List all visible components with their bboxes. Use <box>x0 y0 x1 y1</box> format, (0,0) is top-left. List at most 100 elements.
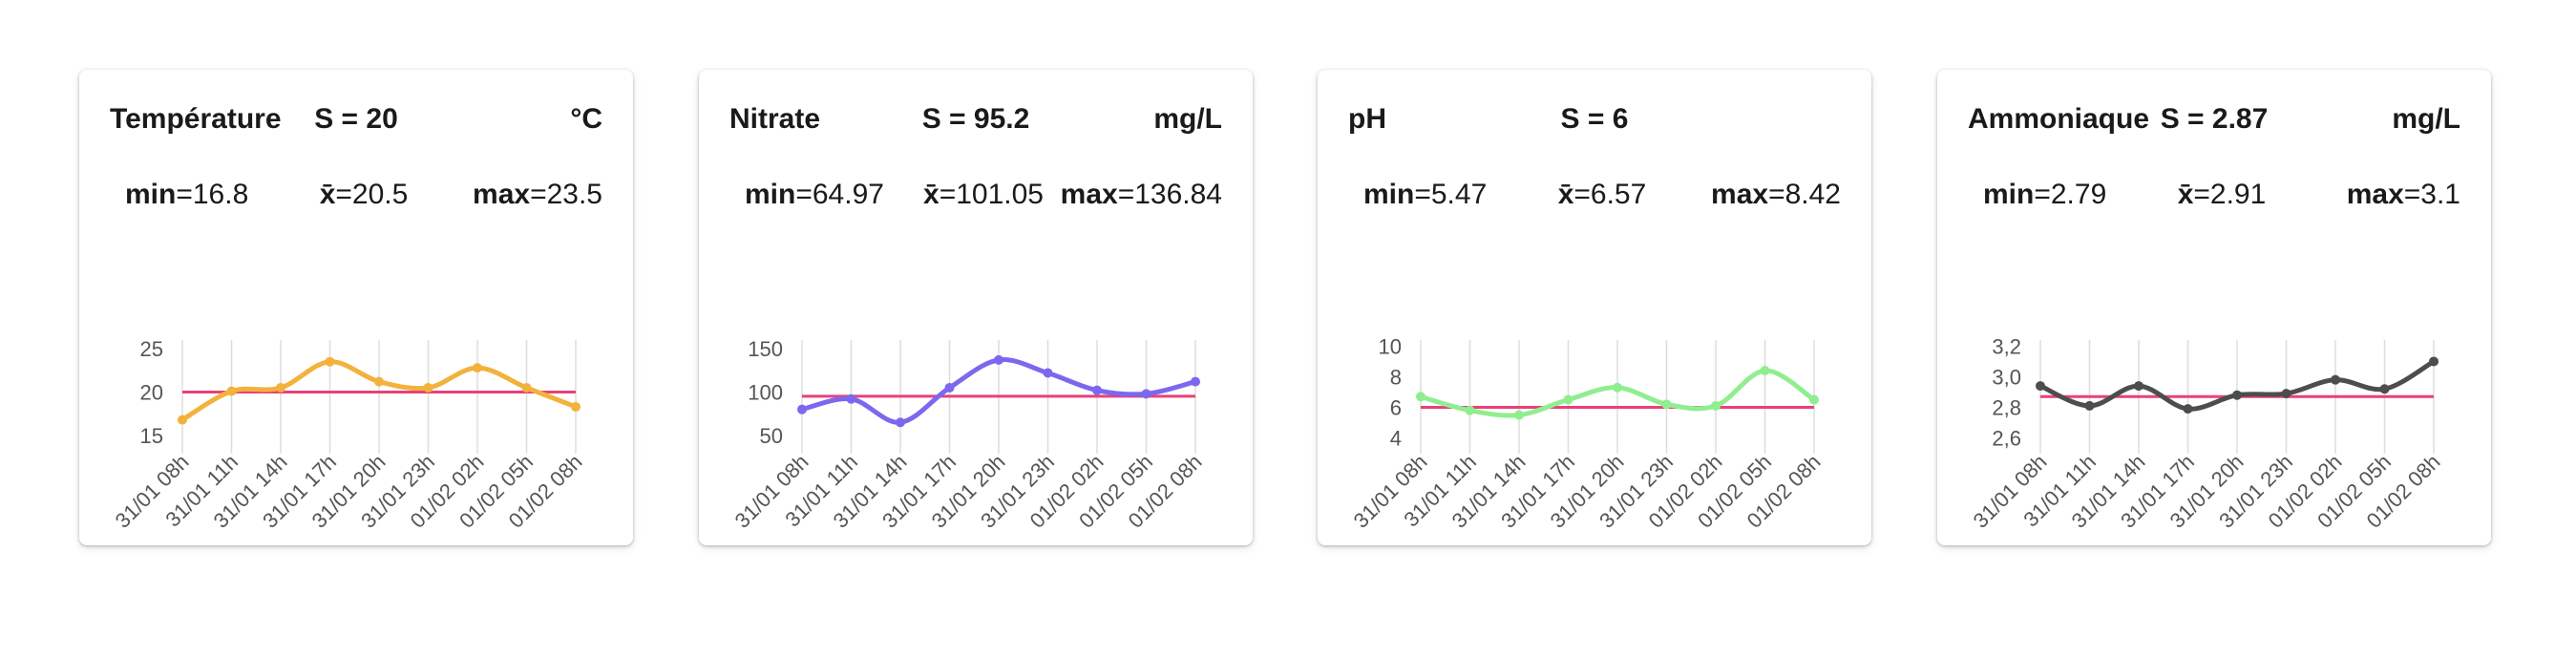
data-point[interactable] <box>276 382 285 393</box>
stat-min-value: =64.97 <box>795 179 884 210</box>
data-point[interactable] <box>571 401 581 412</box>
stat-mean: x̄=101.05 <box>923 176 1044 214</box>
data-point[interactable] <box>2232 390 2242 400</box>
data-point[interactable] <box>896 417 905 428</box>
stat-max-label: max <box>1711 179 1769 210</box>
data-point[interactable] <box>2036 381 2045 392</box>
data-point[interactable] <box>944 382 955 393</box>
stat-mean: x̄=2.91 <box>2178 176 2267 214</box>
card-title: Température <box>110 103 282 135</box>
stat-max-value: =23.5 <box>530 179 602 210</box>
card-header: Ammoniaque S = 2.87 mg/L <box>1968 100 2460 138</box>
data-point[interactable] <box>994 354 1003 365</box>
stat-min-value: =5.47 <box>1414 179 1488 210</box>
stat-min-value: =16.8 <box>176 179 249 210</box>
stat-min: min=2.79 <box>1983 176 2106 214</box>
data-point[interactable] <box>846 393 856 404</box>
stats-row: min=2.79 x̄=2.91 max=3.1 <box>1983 176 2460 214</box>
data-point[interactable] <box>1191 376 1200 387</box>
stats-row: min=16.8 x̄=20.5 max=23.5 <box>125 176 602 214</box>
stat-max-value: =8.42 <box>1768 179 1841 210</box>
unit-label: mg/L <box>1153 103 1222 135</box>
y-tick-label: 6 <box>1390 396 1402 420</box>
data-point[interactable] <box>797 404 807 415</box>
y-tick-label: 4 <box>1390 427 1402 451</box>
data-point[interactable] <box>1514 410 1524 420</box>
data-point[interactable] <box>1465 405 1475 415</box>
data-point[interactable] <box>2331 374 2340 385</box>
data-point[interactable] <box>1092 385 1102 395</box>
stat-max-label: max <box>1060 179 1118 210</box>
y-tick-label: 50 <box>760 424 783 448</box>
setpoint-label: S = 2.87 <box>2160 103 2269 135</box>
data-point[interactable] <box>423 382 433 393</box>
y-tick-label: 20 <box>140 381 163 405</box>
y-tick-label: 3,2 <box>1992 334 2021 358</box>
card-nitrate: Nitrate S = 95.2 mg/L min=64.97 x̄=101.0… <box>699 70 1253 545</box>
data-point[interactable] <box>1711 400 1721 411</box>
stat-min: min=16.8 <box>125 176 248 214</box>
card-header: Nitrate S = 95.2 mg/L <box>729 100 1222 138</box>
data-point[interactable] <box>1141 389 1151 399</box>
y-tick-label: 8 <box>1390 365 1402 389</box>
card-ammoniaque: Ammoniaque S = 2.87 mg/L min=2.79 x̄=2.9… <box>1937 70 2491 545</box>
stat-max-value: =136.84 <box>1117 179 1222 210</box>
card-header: pH S = 6 <box>1348 100 1841 138</box>
card-temperature: Température S = 20 °C min=16.8 x̄=20.5 m… <box>79 70 633 545</box>
unit-label: °C <box>570 103 602 135</box>
card-title: Nitrate <box>729 103 821 135</box>
stat-max-value: =3.1 <box>2403 179 2460 210</box>
card-title: pH <box>1348 103 1386 135</box>
data-point[interactable] <box>1661 399 1672 410</box>
data-point[interactable] <box>325 356 335 367</box>
data-point[interactable] <box>1416 392 1425 402</box>
stat-mean-value: =101.05 <box>939 179 1044 210</box>
data-point[interactable] <box>2379 384 2390 394</box>
setpoint-label: S = 95.2 <box>921 103 1030 135</box>
data-point[interactable] <box>1760 366 1770 376</box>
data-point[interactable] <box>2183 404 2193 415</box>
stat-mean-value: =20.5 <box>335 179 409 210</box>
setpoint-label: S = 6 <box>1560 103 1629 135</box>
unit-label: mg/L <box>2392 103 2460 135</box>
stat-min: min=5.47 <box>1363 176 1487 214</box>
y-tick-label: 150 <box>748 337 783 361</box>
data-point[interactable] <box>473 363 482 373</box>
y-tick-label: 10 <box>1379 334 1402 358</box>
y-tick-label: 2,6 <box>1992 427 2021 451</box>
data-point[interactable] <box>374 376 384 387</box>
stat-max: max=3.1 <box>2347 176 2460 214</box>
stat-min-value: =2.79 <box>2034 179 2107 210</box>
stat-min: min=64.97 <box>745 176 884 214</box>
data-point[interactable] <box>2281 389 2291 399</box>
stat-mean-label: x̄ <box>319 179 336 210</box>
y-tick-label: 2,8 <box>1992 396 2021 420</box>
stat-mean-label: x̄ <box>2177 179 2194 210</box>
card-title: Ammoniaque <box>1968 103 2150 135</box>
stat-min-label: min <box>1363 179 1415 210</box>
stat-max: max=23.5 <box>473 176 602 214</box>
grid-lines <box>181 340 577 454</box>
stat-mean: x̄=6.57 <box>1558 176 1647 214</box>
stat-mean-value: =6.57 <box>1573 179 1647 210</box>
grid-lines <box>1420 340 1815 454</box>
data-point[interactable] <box>2084 400 2095 411</box>
stat-mean-value: =2.91 <box>2193 179 2267 210</box>
y-tick-label: 15 <box>140 424 163 448</box>
data-point[interactable] <box>1043 368 1053 378</box>
stat-max-label: max <box>473 179 531 210</box>
data-point[interactable] <box>226 386 237 396</box>
data-point[interactable] <box>2429 356 2439 367</box>
y-tick-label: 100 <box>748 381 783 405</box>
data-point[interactable] <box>1613 382 1622 393</box>
data-point[interactable] <box>1809 394 1819 405</box>
data-point[interactable] <box>1563 394 1573 405</box>
data-point[interactable] <box>521 382 532 393</box>
y-tick-label: 3,0 <box>1992 365 2021 389</box>
stat-max-label: max <box>2346 179 2404 210</box>
data-point[interactable] <box>2134 381 2143 392</box>
data-point[interactable] <box>178 415 187 425</box>
